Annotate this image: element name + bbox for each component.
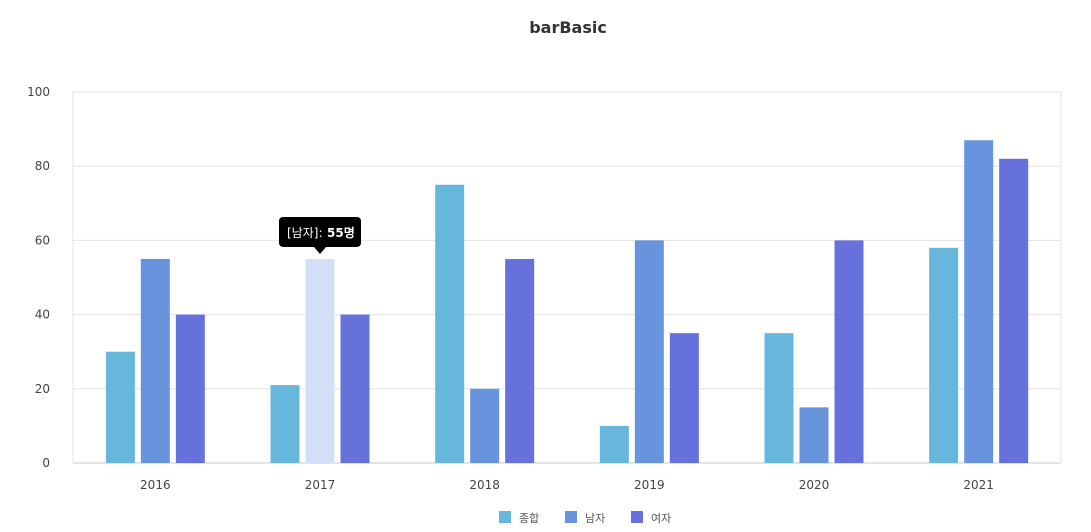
legend-swatch-종합[interactable] xyxy=(499,511,511,523)
bar-남자-2016[interactable] xyxy=(140,258,170,463)
bar-종합-2020[interactable] xyxy=(764,333,794,463)
bar-남자-2018[interactable] xyxy=(470,388,500,463)
bar-여자-2016[interactable] xyxy=(175,314,205,463)
tooltip-box xyxy=(279,216,361,247)
bar-남자-2017[interactable] xyxy=(305,258,335,463)
tooltip-pointer xyxy=(314,246,326,254)
bar-종합-2021[interactable] xyxy=(929,247,959,463)
bar-여자-2020[interactable] xyxy=(834,240,864,463)
bar-여자-2021[interactable] xyxy=(999,158,1029,463)
bar-종합-2018[interactable] xyxy=(435,184,465,463)
x-tick-label: 2021 xyxy=(963,478,994,492)
y-tick-label: 100 xyxy=(27,85,50,99)
legend-swatch-남자[interactable] xyxy=(565,511,577,523)
x-tick-label: 2017 xyxy=(305,478,336,492)
legend-swatch-여자[interactable] xyxy=(631,511,643,523)
bar-종합-2016[interactable] xyxy=(105,351,135,463)
bar-남자-2020[interactable] xyxy=(799,407,829,463)
legend-label-종합[interactable]: 종합 xyxy=(519,512,539,525)
legend-label-여자[interactable]: 여자 xyxy=(651,512,671,525)
y-tick-label: 20 xyxy=(35,382,50,396)
bar-여자-2017[interactable] xyxy=(340,314,370,463)
x-tick-label: 2018 xyxy=(469,478,500,492)
y-tick-label: 80 xyxy=(35,159,50,173)
y-tick-label: 40 xyxy=(35,308,50,322)
bar-여자-2019[interactable] xyxy=(669,333,699,463)
x-tick-label: 2019 xyxy=(634,478,665,492)
tooltip-value: 55명 xyxy=(327,226,355,240)
bar-여자-2018[interactable] xyxy=(505,258,535,463)
bar-남자-2021[interactable] xyxy=(964,140,994,464)
x-tick-label: 2020 xyxy=(799,478,830,492)
bar-종합-2017[interactable] xyxy=(270,385,300,463)
chart-title: barBasic xyxy=(529,18,607,37)
legend-label-남자[interactable]: 남자 xyxy=(585,512,605,525)
tooltip-series-label: [남자]: xyxy=(287,226,323,240)
x-tick-label: 2016 xyxy=(140,478,171,492)
bar-종합-2019[interactable] xyxy=(599,425,629,463)
y-tick-label: 0 xyxy=(42,456,50,470)
bar-남자-2019[interactable] xyxy=(634,240,664,463)
y-tick-label: 60 xyxy=(35,233,50,247)
